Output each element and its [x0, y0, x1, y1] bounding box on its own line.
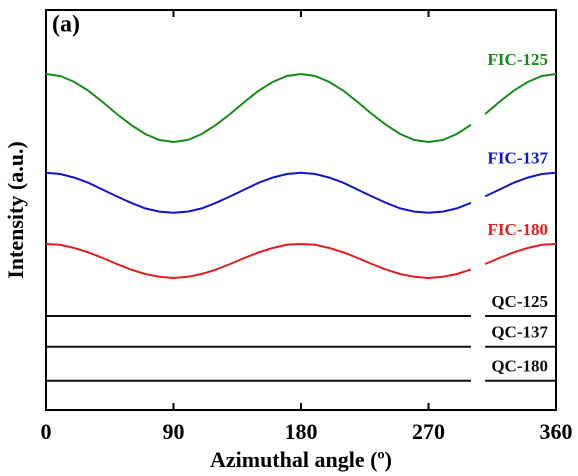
x-tick-label: 180 — [285, 419, 318, 444]
series-label: QC-180 — [491, 357, 548, 376]
series-line — [45, 171, 557, 214]
x-axis-title: Azimuthal angle (º) — [210, 447, 392, 472]
plot-frame — [45, 9, 557, 411]
x-tick-label: 90 — [163, 419, 185, 444]
series-label: QC-137 — [491, 323, 548, 342]
series-line — [45, 72, 557, 144]
series-label: FIC-137 — [488, 149, 549, 168]
x-tick-label: 0 — [41, 419, 52, 444]
x-tick-label: 270 — [412, 419, 445, 444]
series-label: FIC-125 — [488, 50, 548, 69]
x-tick-label: 360 — [540, 419, 573, 444]
y-axis-title: Intensity (a.u.) — [3, 141, 28, 279]
series-line — [45, 242, 557, 280]
panel-label: (a) — [52, 12, 80, 38]
series-label: QC-125 — [491, 292, 548, 311]
series-label: FIC-180 — [488, 220, 548, 239]
